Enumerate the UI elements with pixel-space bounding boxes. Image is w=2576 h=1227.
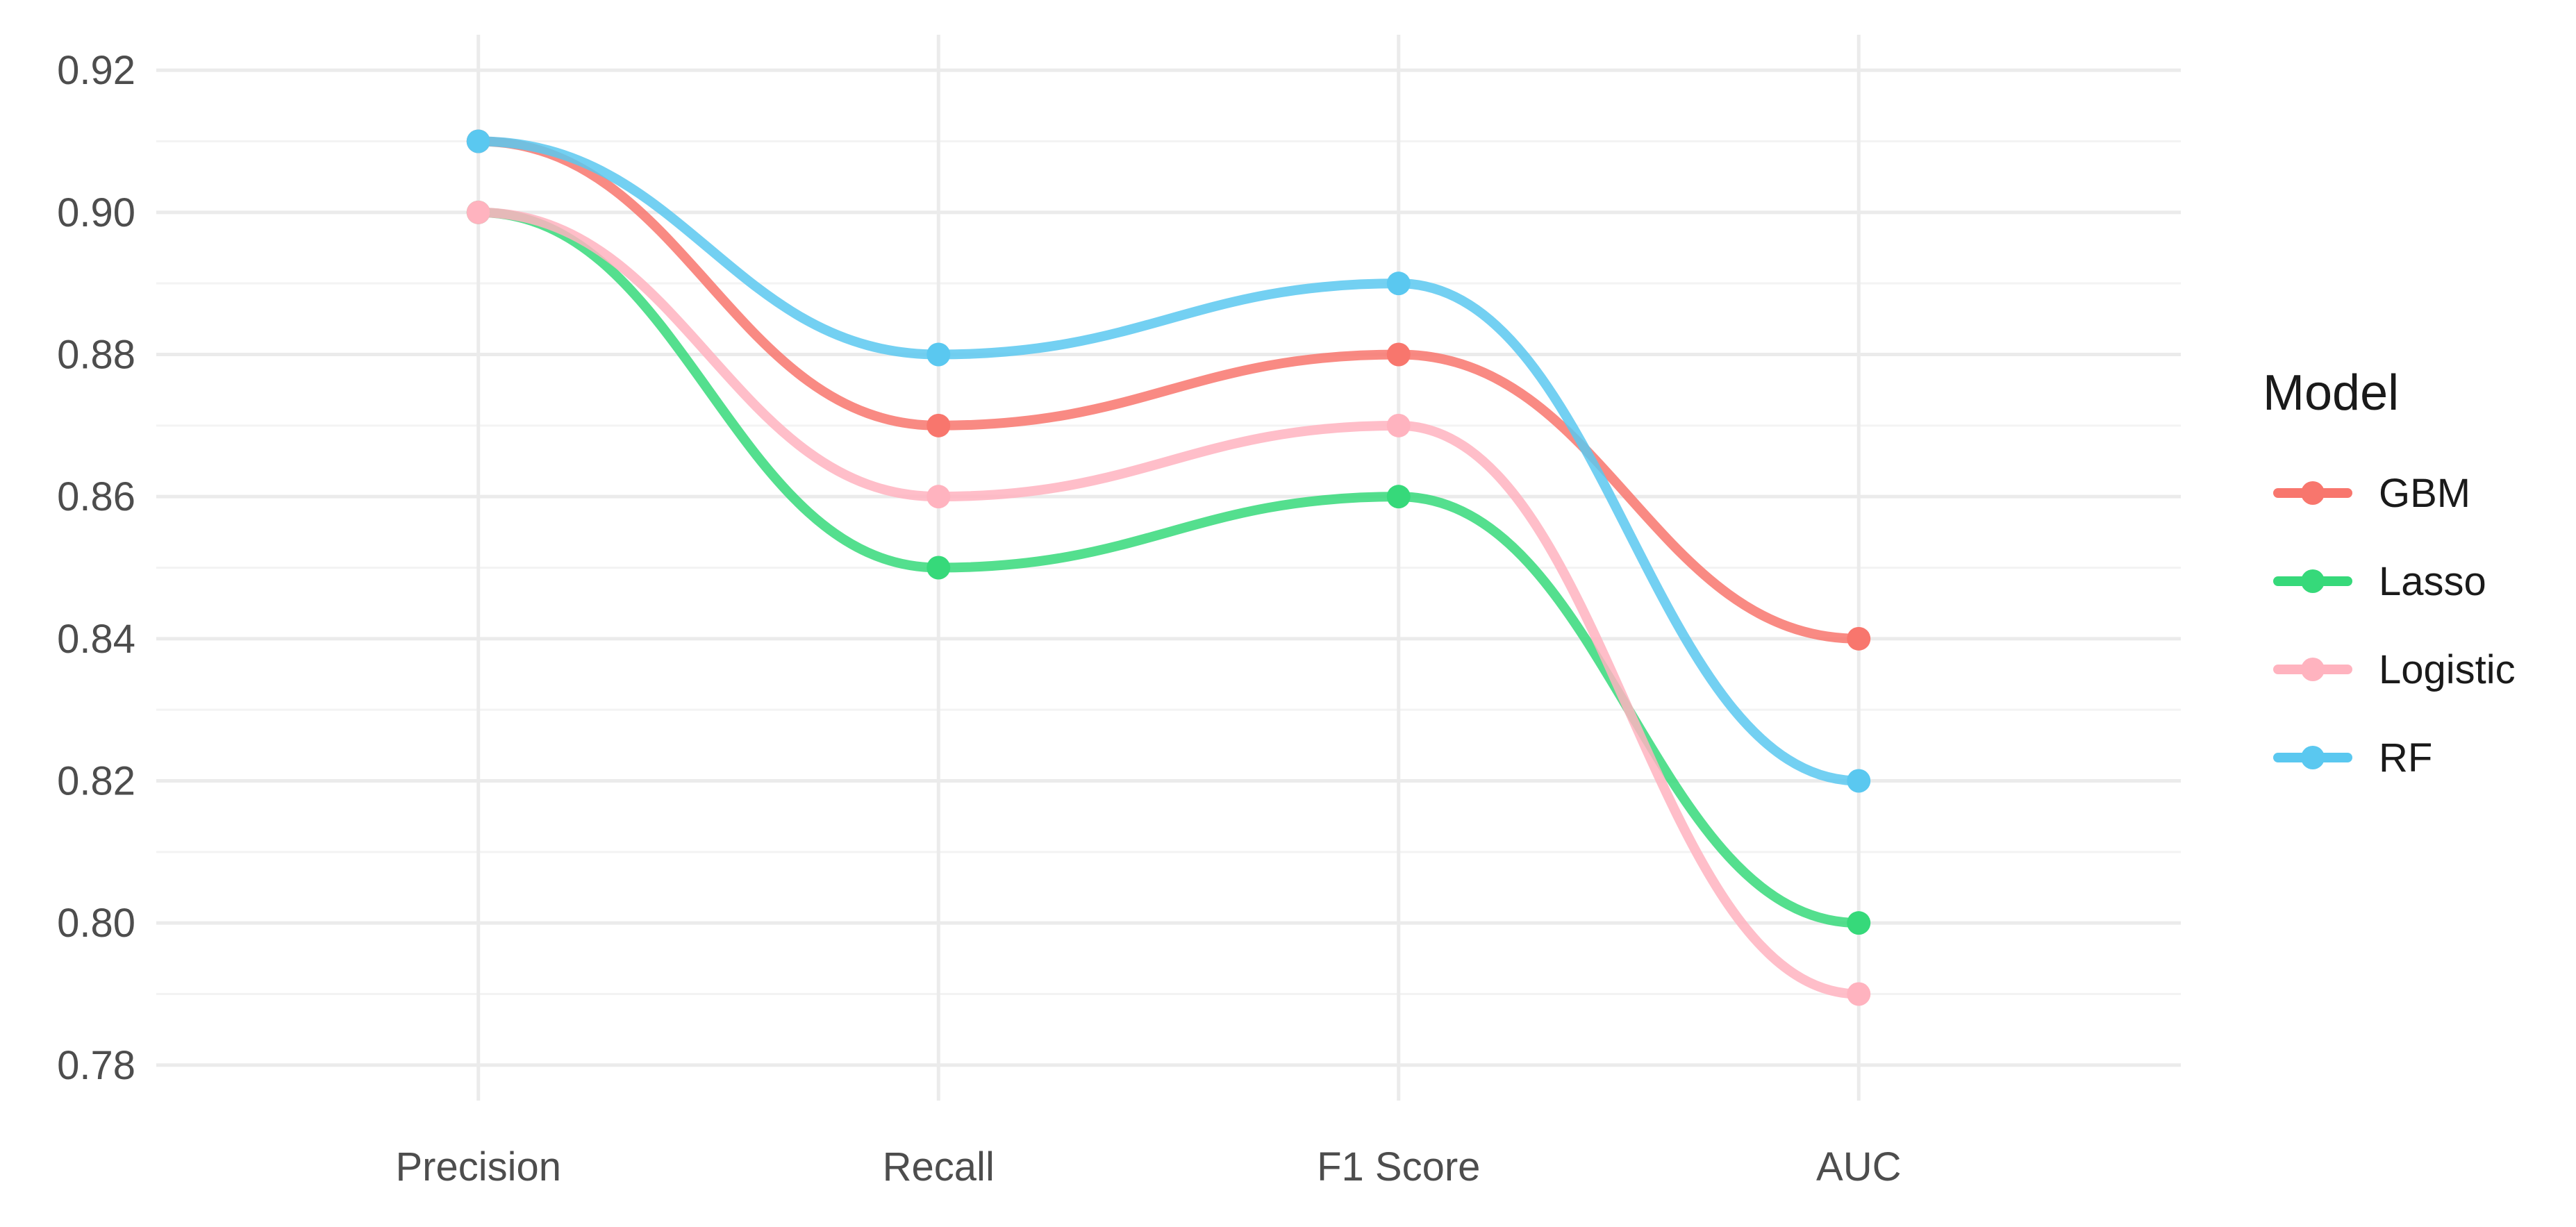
series-line-gbm — [473, 136, 1864, 644]
y-tick-label: 0.92 — [57, 48, 135, 93]
series-line-rf — [473, 136, 1864, 786]
legend: Model GBM Lasso Logistic RF — [2263, 365, 2516, 781]
x-tick-label: Recall — [883, 1144, 995, 1190]
data-point-lasso — [1386, 485, 1411, 509]
data-point-gbm — [926, 413, 951, 437]
x-tick-label: F1 Score — [1317, 1144, 1480, 1190]
data-point-logistic — [466, 200, 490, 224]
x-axis-tick-labels: Precision Recall F1 Score AUC — [395, 1144, 1901, 1190]
series-line-logistic — [473, 207, 1864, 999]
legend-key-point — [2301, 481, 2325, 505]
legend-key-point — [2301, 658, 2325, 681]
legend-label: Lasso — [2379, 559, 2486, 604]
data-point-rf — [926, 342, 951, 367]
legend-title: Model — [2263, 365, 2399, 421]
legend-key-point — [2301, 746, 2325, 769]
data-point-rf — [1386, 272, 1411, 296]
data-point-gbm — [1386, 342, 1411, 367]
legend-item-gbm: GBM — [2273, 471, 2470, 516]
legend-label: Logistic — [2379, 647, 2516, 692]
data-point-lasso — [1847, 911, 1871, 935]
data-point-logistic — [1847, 982, 1871, 1006]
y-tick-label: 0.82 — [57, 759, 135, 804]
y-tick-label: 0.78 — [57, 1043, 135, 1088]
y-tick-label: 0.84 — [57, 617, 135, 662]
data-point-lasso — [926, 556, 951, 580]
series-lines — [473, 136, 1864, 999]
legend-item-logistic: Logistic — [2273, 647, 2516, 692]
legend-item-rf: RF — [2273, 735, 2432, 781]
y-tick-label: 0.88 — [57, 333, 135, 378]
legend-item-lasso: Lasso — [2273, 559, 2486, 604]
series-points — [466, 129, 1871, 1006]
y-tick-label: 0.90 — [57, 190, 135, 235]
data-point-rf — [1847, 769, 1871, 793]
data-point-gbm — [1847, 626, 1871, 651]
data-point-logistic — [1386, 413, 1411, 437]
y-tick-label: 0.80 — [57, 901, 135, 946]
x-tick-label: Precision — [395, 1144, 561, 1190]
legend-items: GBM Lasso Logistic RF — [2273, 471, 2516, 781]
y-axis-tick-labels: 0.78 0.80 0.82 0.84 0.86 0.88 0.90 0.92 — [57, 48, 135, 1088]
data-point-logistic — [926, 485, 951, 509]
legend-label: RF — [2379, 735, 2432, 781]
legend-key-point — [2301, 569, 2325, 593]
x-tick-label: AUC — [1816, 1144, 1901, 1190]
legend-label: GBM — [2379, 471, 2470, 516]
y-tick-label: 0.86 — [57, 474, 135, 519]
data-point-rf — [466, 129, 490, 153]
minor-gridlines — [156, 140, 2181, 995]
